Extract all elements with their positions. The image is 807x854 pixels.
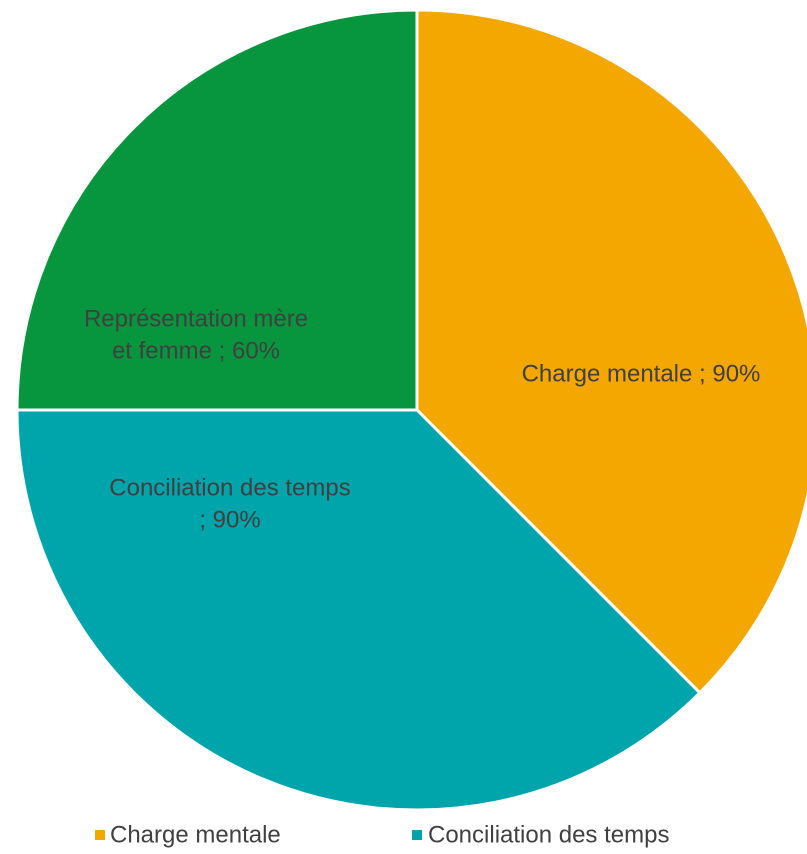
- legend-marker: [95, 830, 105, 840]
- pie-slices: [15, 8, 807, 812]
- legend: Charge mentale Conciliation des temps: [95, 821, 669, 848]
- data-label-3: Représentation mère et femme ; 60%: [84, 305, 308, 364]
- data-label-line: Représentation mère: [84, 305, 308, 332]
- pie-slice-1: [415, 8, 807, 695]
- pie-slice-3: [15, 8, 419, 412]
- data-label-line: ; 90%: [199, 506, 260, 533]
- data-label-2: Conciliation des temps ; 90%: [109, 474, 350, 533]
- data-label-line: et femme ; 60%: [112, 337, 280, 364]
- pie-slice-2: [15, 408, 702, 812]
- legend-marker: [412, 830, 422, 840]
- legend-label: Conciliation des temps: [428, 821, 669, 848]
- legend-label: Charge mentale: [110, 821, 281, 848]
- legend-entry-1: Charge mentale: [95, 821, 281, 848]
- data-labels: Charge mentale ; 90% Conciliation des tem…: [84, 305, 760, 533]
- data-label-1: Charge mentale ; 90%: [522, 360, 761, 387]
- legend-entry-2: Conciliation des temps: [412, 821, 669, 848]
- data-label-line: Conciliation des temps: [109, 474, 350, 501]
- data-label-line: Charge mentale ; 90%: [522, 360, 761, 387]
